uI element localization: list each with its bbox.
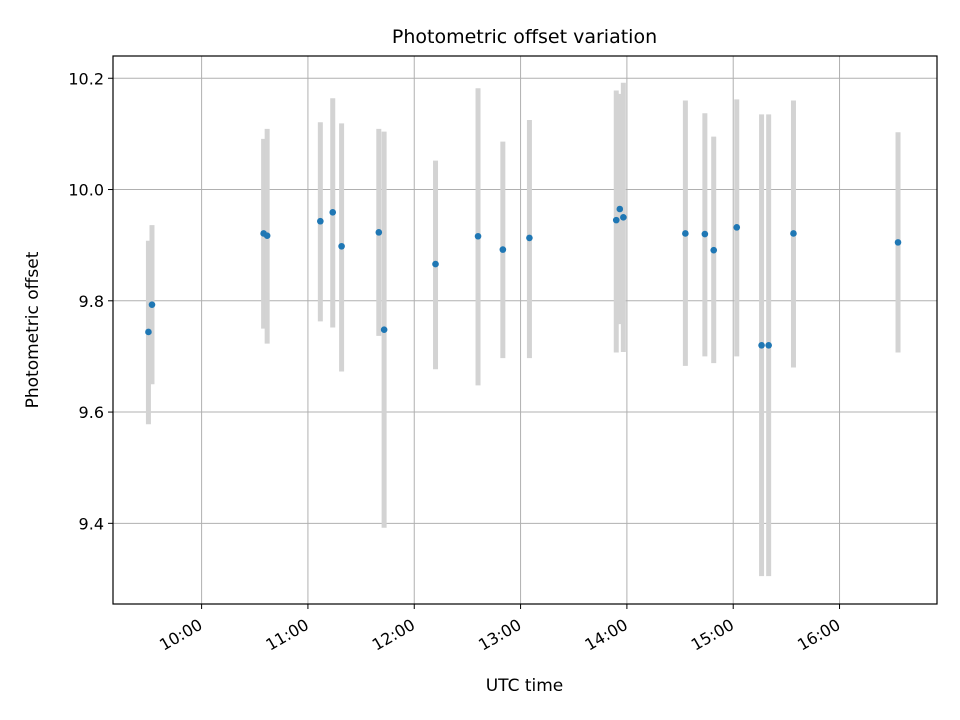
data-point <box>682 230 689 237</box>
data-points <box>145 205 902 349</box>
data-point <box>263 232 271 239</box>
data-point <box>616 205 624 213</box>
data-point <box>765 341 772 349</box>
data-point <box>733 224 741 231</box>
y-tick-label: 10.0 <box>68 181 104 200</box>
y-axis-label: Photometric offset <box>23 251 43 408</box>
chart-title: Photometric offset variation <box>392 26 657 48</box>
grid <box>113 56 937 604</box>
y-tick-label: 9.4 <box>79 514 104 533</box>
data-point <box>338 242 345 250</box>
data-point <box>701 230 709 238</box>
data-point <box>710 246 718 254</box>
data-point <box>145 328 152 336</box>
y-tick-label: 9.8 <box>79 292 104 311</box>
y-axis: 9.4 9.6 9.8 10.0 10.2 <box>68 69 113 533</box>
data-point <box>380 326 388 334</box>
data-point <box>375 229 383 236</box>
data-point <box>317 217 324 225</box>
data-point <box>329 209 337 216</box>
data-point <box>612 216 620 224</box>
data-point <box>499 246 507 253</box>
data-point <box>620 214 627 221</box>
data-point <box>432 260 439 268</box>
data-point <box>148 301 156 308</box>
data-point <box>474 232 482 240</box>
data-point <box>526 234 533 242</box>
y-tick-label: 10.2 <box>68 69 104 88</box>
data-point <box>894 239 902 246</box>
x-axis-label: UTC time <box>486 676 564 696</box>
plot-frame <box>112 55 938 605</box>
data-point <box>758 341 765 349</box>
y-tick-label: 9.6 <box>79 403 104 422</box>
data-point <box>790 230 797 237</box>
